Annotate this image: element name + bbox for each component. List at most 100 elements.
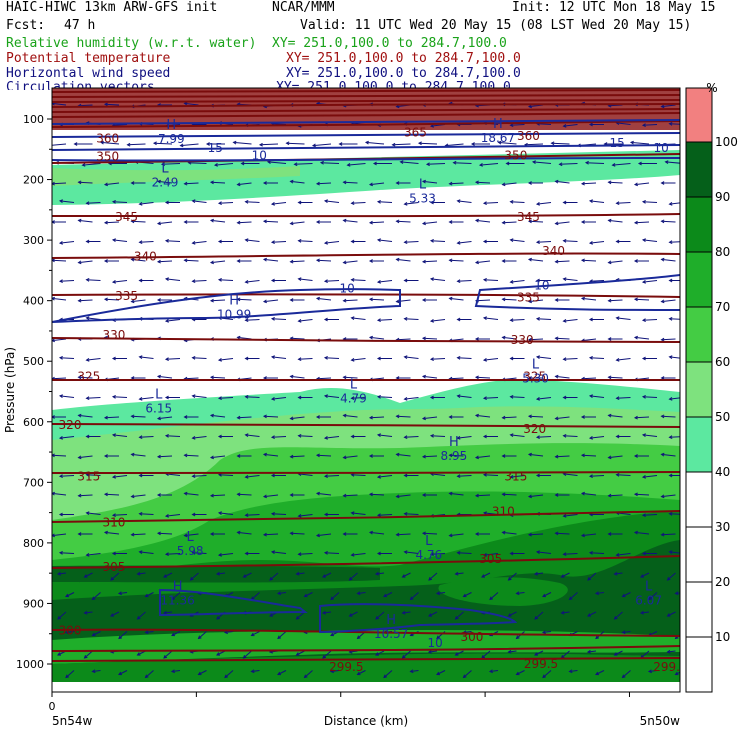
wind-arrow <box>304 592 313 597</box>
wind-arrow <box>581 259 597 262</box>
low-marker: L <box>532 357 540 372</box>
wind-arrow <box>661 415 676 418</box>
wind-arrow-head <box>668 240 673 245</box>
wind-arrow-head <box>48 144 51 147</box>
wind-arrow-head <box>58 474 63 479</box>
wind-arrow <box>78 260 93 264</box>
wind-arrow-head <box>342 493 347 498</box>
wind-arrow <box>402 650 411 659</box>
wind-arrow-head <box>77 298 82 303</box>
wind-arrow-head <box>156 259 161 264</box>
wind-arrow-head <box>77 413 82 418</box>
wind-arrow-head <box>633 220 638 225</box>
wind-arrow <box>139 513 154 515</box>
wind-arrow <box>161 163 181 165</box>
wind-arrow-head <box>621 593 626 598</box>
wind-arrow-head <box>270 278 275 283</box>
wind-arrow-head <box>666 577 671 581</box>
y-tick-label: 700 <box>23 476 44 489</box>
wind-arrow-head <box>217 434 222 439</box>
wind-arrow-head <box>323 550 328 555</box>
wind-arrow-head <box>85 511 90 516</box>
wind-arrow <box>316 492 332 496</box>
wind-arrow <box>216 650 226 656</box>
wind-arrow-head <box>399 160 404 164</box>
wind-arrow <box>218 202 234 204</box>
wind-arrow <box>555 260 570 263</box>
wind-arrow <box>589 357 605 359</box>
wind-arrow-head <box>350 239 355 244</box>
wind-arrow <box>324 241 340 244</box>
wind-arrow <box>498 141 517 145</box>
wind-arrow <box>349 650 358 653</box>
wind-arrow <box>428 650 438 653</box>
theta-label: 299. <box>653 660 680 674</box>
wind-arrow-head <box>236 220 241 225</box>
wind-arrow <box>396 258 411 262</box>
wind-arrow <box>457 241 472 244</box>
wind-arrow-head <box>507 613 512 617</box>
wind-arrow <box>298 358 313 360</box>
low-marker: L <box>645 580 653 595</box>
wind-arrow <box>430 358 446 360</box>
wind-arrow <box>112 280 128 283</box>
wind-arrow <box>296 611 305 620</box>
low-marker: L <box>350 377 358 392</box>
wind-arrow <box>642 319 658 321</box>
wind-arrow-head <box>58 279 63 284</box>
wind-arrow <box>112 475 128 478</box>
wind-arrow-head <box>236 335 241 340</box>
wind-arrow-head <box>91 669 96 674</box>
wind-contour-15 <box>52 144 680 151</box>
wind-arrow <box>587 650 597 653</box>
wind-arrow <box>483 317 499 320</box>
wind-arrow <box>218 397 234 399</box>
wind-arrow-head <box>216 616 221 620</box>
wind-arrow-head <box>73 142 78 146</box>
wind-contour-lower-mid <box>319 603 518 634</box>
wind-arrow <box>263 258 279 262</box>
wind-arrow-head <box>429 238 434 243</box>
low-marker: L <box>419 177 427 192</box>
wind-arrow <box>218 474 234 476</box>
wind-arrow-head <box>586 649 591 654</box>
wind-arrow <box>587 611 597 617</box>
theta-label: 335 <box>517 291 540 305</box>
theta-contour-top-6 <box>52 112 680 118</box>
wind-arrow-head <box>403 473 408 478</box>
wind-arrow-head <box>515 635 520 640</box>
rh-fill-80-near-sfc <box>52 630 680 664</box>
wind-arrow <box>343 260 358 264</box>
wind-arrow-head <box>164 513 169 518</box>
wind-arrow-head <box>315 453 320 458</box>
wind-arrow-head <box>138 435 143 440</box>
wind-arrow-head <box>401 610 406 615</box>
wind-arrow <box>52 297 67 301</box>
wind-arrow <box>510 280 525 283</box>
wind-arrow <box>430 553 446 555</box>
wind-arrow-head <box>103 530 108 535</box>
wind-arrow <box>184 377 199 380</box>
theta-label: 300 <box>59 624 82 638</box>
wind-arrow-head <box>342 260 347 265</box>
wind-contour-10-upper <box>52 157 680 162</box>
wind-arrow <box>322 572 332 578</box>
wind-arrow-head <box>562 200 567 205</box>
wind-arrow-head <box>77 375 82 380</box>
wind-arrow-head <box>474 532 479 536</box>
wind-arrow <box>171 631 181 636</box>
wind-arrow <box>57 611 67 620</box>
wind-arrow <box>375 611 385 620</box>
wind-arrow <box>86 202 101 204</box>
wind-arrow <box>59 280 75 282</box>
wind-arrow <box>634 416 650 419</box>
wind-arrow <box>224 670 234 678</box>
wind-arrow-head <box>647 669 652 674</box>
wind-arrow <box>377 434 393 437</box>
wind-arrow <box>165 435 181 437</box>
wind-arrow-head <box>162 610 167 615</box>
wind-arrow <box>324 395 340 398</box>
wind-arrow-head <box>183 181 188 186</box>
y-tick-label: 600 <box>23 416 44 429</box>
wind-arrow-head <box>144 674 149 679</box>
